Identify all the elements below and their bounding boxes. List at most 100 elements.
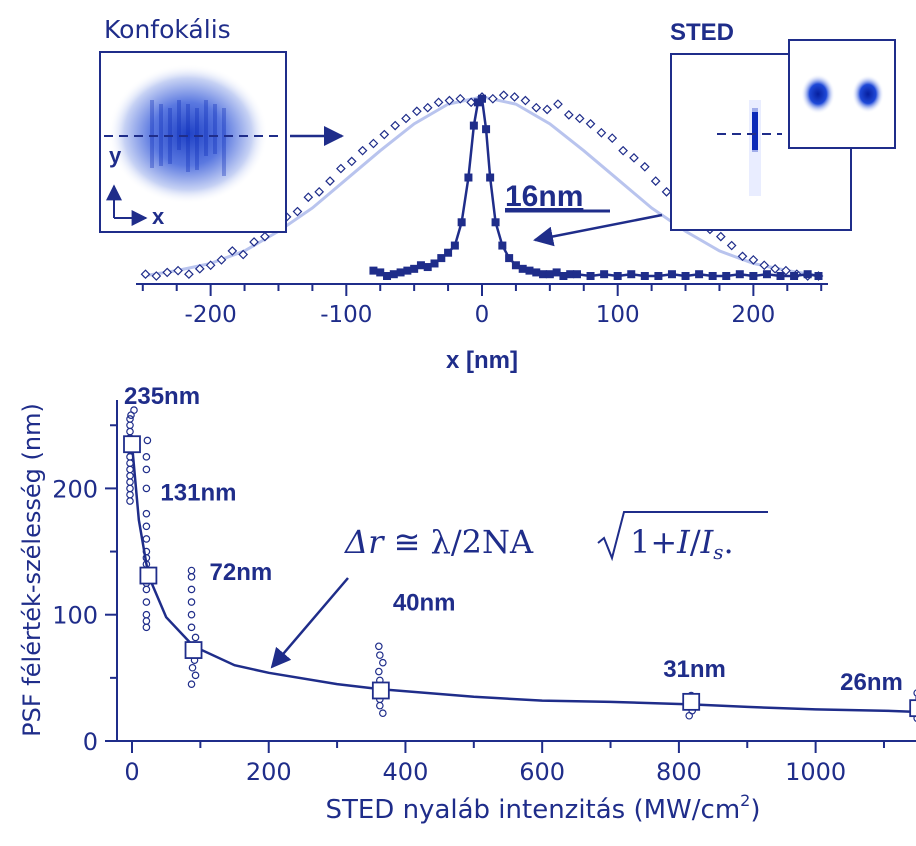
sted-data-point	[376, 268, 385, 277]
sted-data-point	[486, 173, 495, 182]
confocal-data-point	[629, 152, 639, 163]
sted-data-point	[586, 272, 595, 280]
confocal-data-point	[661, 186, 672, 197]
fwhm-y-tick-label: 0	[83, 728, 98, 756]
fwhm-x-tick-label: 1000	[785, 758, 846, 786]
sted-data-point	[776, 272, 785, 280]
confocal-data-point	[140, 269, 151, 280]
sted-data-point	[430, 259, 439, 268]
confocal-data-point	[748, 255, 759, 265]
confocal-data-point	[520, 95, 531, 106]
fwhm-mean-marker	[682, 692, 701, 711]
sted-data-point	[790, 272, 799, 280]
fwhm-x-axis-title-main: STED nyaláb intenzitás (MW/cm	[325, 795, 740, 825]
sted-data-point	[491, 218, 500, 227]
confocal-data-point	[596, 127, 607, 138]
fwhm-ticks: 0 200 400 600 800 1000 0 100 200	[52, 424, 885, 786]
sted-data-point	[566, 270, 575, 279]
confocal-data-point	[216, 255, 227, 265]
sted-data-point	[410, 264, 419, 273]
fwhm-x-axis-title-sup: 2	[740, 791, 750, 810]
fwhm-mean-marker	[139, 566, 158, 585]
confocal-data-point	[249, 237, 259, 247]
sted-data-point	[627, 270, 636, 279]
formula-arrow	[270, 577, 349, 669]
sted-data-point	[708, 272, 717, 280]
fwhm-sample-point	[126, 484, 134, 493]
sted-data-point	[600, 270, 609, 279]
confocal-data-point	[260, 231, 270, 242]
profile-plot-area	[140, 90, 824, 281]
confocal-pixel-streak	[213, 104, 217, 154]
fwhm-sample-point	[376, 701, 384, 710]
fwhm-x-tick-label: 200	[246, 758, 292, 786]
confocal-pixel-streak	[159, 104, 163, 166]
profile-x-axis-title: x [nm]	[446, 347, 518, 374]
sted-data-point	[654, 272, 663, 280]
formula-period: .	[724, 523, 734, 561]
sted-data-point	[403, 266, 412, 275]
profile-chart: -200 -100 0 100 200 x [nm]	[136, 90, 828, 374]
sted-data-point	[539, 270, 548, 279]
profile-x-tick-label: 0	[475, 302, 490, 328]
fwhm-y-tick-label: 100	[52, 602, 98, 630]
confocal-data-point	[563, 110, 574, 120]
fwhm-sample-point	[142, 610, 151, 619]
confocal-data-point	[151, 271, 162, 281]
formula-one-plus: 1+	[630, 523, 677, 561]
donut-lobe-right	[852, 75, 884, 113]
confocal-data-point	[390, 120, 401, 131]
fwhm-sample-point	[142, 623, 151, 632]
confocal-data-point	[715, 231, 726, 242]
profile-x-ticks: -200 -100 0 100 200	[141, 284, 823, 328]
fwhm-sample-point	[376, 651, 384, 659]
sted-arrow	[533, 213, 663, 247]
confocal-data-point	[368, 138, 379, 149]
profile-x-tick-label: 200	[731, 302, 775, 328]
fwhm-mean-marker	[184, 641, 203, 659]
fwhm-sample-point	[375, 667, 383, 676]
formula-is: I	[700, 523, 715, 561]
confocal-pixel-streak	[177, 100, 181, 150]
fwhm-mean-marker	[909, 699, 916, 718]
fwhm-sample-point	[143, 436, 152, 445]
sted-data-point	[640, 272, 649, 280]
fwhm-sample-point	[126, 415, 134, 423]
confocal-data-point	[542, 104, 552, 115]
fwhm-sample-point	[142, 535, 151, 543]
confocal-data-point	[205, 260, 216, 271]
sted-data-point	[803, 270, 812, 279]
confocal-data-point	[498, 90, 509, 101]
fwhm-sample-point	[913, 714, 916, 722]
sted-data-point	[482, 125, 491, 134]
sted-data-point	[681, 272, 690, 280]
confocal-data-point	[455, 93, 466, 104]
confocal-data-point	[325, 176, 335, 186]
confocal-data-point	[314, 186, 325, 197]
fwhm-sample-point	[379, 709, 387, 718]
confocal-inset: Konfokális y x	[99, 15, 287, 233]
confocal-data-point	[194, 263, 205, 274]
formula-s-subscript: s	[713, 540, 723, 564]
confocal-data-point	[238, 249, 249, 260]
fwhm-sample-point	[187, 585, 196, 594]
sted-data-point	[613, 272, 622, 280]
confocal-pixel-streak	[150, 100, 154, 168]
fwhm-sample-point	[142, 617, 151, 625]
confocal-data-point	[357, 145, 368, 156]
sted-data-point	[667, 270, 676, 279]
sted-data-point	[525, 266, 534, 275]
fwhm-sample-point	[187, 566, 196, 575]
sted-data-point	[735, 270, 744, 279]
fwhm-sample-point	[126, 497, 134, 505]
sted-data-point	[722, 272, 731, 280]
sted-inset: STED	[670, 19, 896, 231]
profile-x-tick-label: -100	[320, 302, 372, 328]
confocal-data-point	[650, 176, 661, 186]
confocal-pixel-streak	[195, 108, 199, 170]
sted-data-point	[518, 264, 527, 273]
sted-data-point	[532, 268, 541, 277]
fwhm-mean-marker	[123, 435, 141, 454]
confocal-data-point	[759, 260, 770, 271]
